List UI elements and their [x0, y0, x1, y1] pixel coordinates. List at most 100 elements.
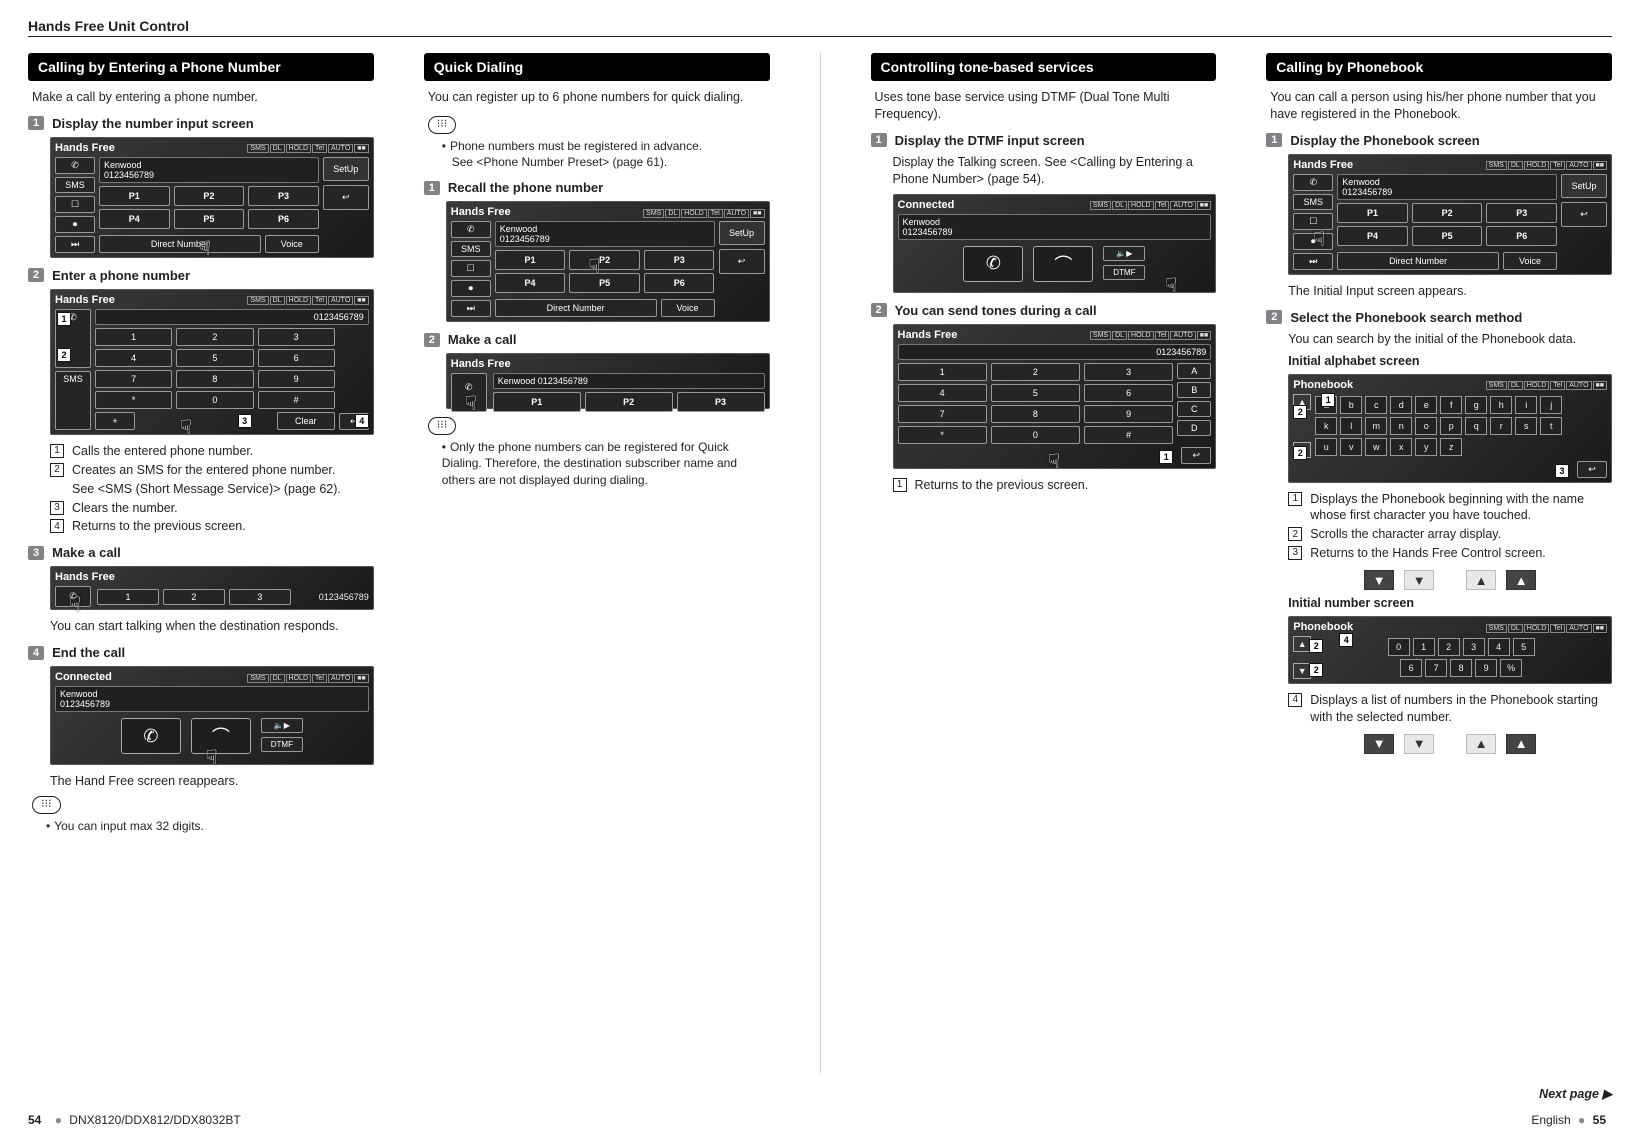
speaker-button[interactable]: 🔈▶ — [261, 718, 303, 733]
dtmf-button[interactable]: DTMF — [261, 737, 303, 752]
key[interactable]: 6 — [1084, 384, 1173, 402]
key[interactable]: * — [898, 426, 987, 444]
alpha-key[interactable]: h — [1490, 396, 1512, 414]
alpha-key[interactable]: y — [1415, 438, 1437, 456]
alpha-key[interactable]: c — [1365, 396, 1387, 414]
side-button[interactable]: ⏭ — [451, 300, 491, 317]
key[interactable]: # — [1084, 426, 1173, 444]
alpha-key[interactable]: q — [1465, 417, 1487, 435]
preset-button[interactable]: P5 — [1412, 226, 1483, 246]
dtmf-button[interactable]: DTMF — [1103, 265, 1145, 280]
key-hash[interactable]: # — [258, 391, 335, 409]
clear-button[interactable]: Clear — [277, 412, 335, 430]
key[interactable]: 3 — [229, 589, 291, 605]
key[interactable]: 5 — [991, 384, 1080, 402]
alpha-key[interactable]: b — [1340, 396, 1362, 414]
alpha-key[interactable]: l — [1340, 417, 1362, 435]
preset-button[interactable]: P4 — [495, 273, 566, 293]
preset-button[interactable]: P6 — [644, 273, 715, 293]
num-key[interactable]: 8 — [1450, 659, 1472, 677]
key[interactable]: 2 — [991, 363, 1080, 381]
preset-p1[interactable]: P1 — [99, 186, 170, 206]
alpha-key[interactable]: w — [1365, 438, 1387, 456]
hangup-button[interactable]: ⌒ — [191, 718, 251, 754]
num-key[interactable]: 2 — [1438, 638, 1460, 656]
voice-button[interactable]: Voice — [1503, 252, 1557, 270]
alpha-key[interactable]: x — [1390, 438, 1412, 456]
preset-button[interactable]: P3 — [677, 392, 765, 412]
key[interactable]: 1 — [97, 589, 159, 605]
preset-button[interactable]: P3 — [644, 250, 715, 270]
num-key[interactable]: 6 — [1400, 659, 1422, 677]
preset-button[interactable]: P2 — [1412, 203, 1483, 223]
alpha-key[interactable]: j — [1540, 396, 1562, 414]
preset-p6[interactable]: P6 — [248, 209, 319, 229]
key-9[interactable]: 9 — [258, 370, 335, 388]
alpha-key[interactable]: k — [1315, 417, 1337, 435]
key-8[interactable]: 8 — [176, 370, 253, 388]
direct-number-button[interactable]: Direct Number — [99, 235, 261, 253]
key-star[interactable]: * — [95, 391, 172, 409]
alpha-key[interactable]: n — [1390, 417, 1412, 435]
key-2[interactable]: 2 — [176, 328, 253, 346]
direct-number-button[interactable]: Direct Number — [1337, 252, 1499, 270]
voice-button[interactable]: Voice — [661, 299, 715, 317]
side-button[interactable]: ☐ — [451, 260, 491, 277]
side-button[interactable]: ✆ — [451, 221, 491, 238]
dtmf-c[interactable]: C — [1177, 401, 1211, 417]
return-button[interactable]: ↩ — [1181, 447, 1211, 464]
alpha-key[interactable]: g — [1465, 396, 1487, 414]
key[interactable]: 9 — [1084, 405, 1173, 423]
side-sms-button[interactable]: SMS — [55, 371, 91, 430]
hangup-button[interactable]: ⌒ — [1033, 246, 1093, 282]
num-key[interactable]: 0 — [1388, 638, 1410, 656]
key-3[interactable]: 3 — [258, 328, 335, 346]
dtmf-d[interactable]: D — [1177, 420, 1211, 436]
return-button[interactable]: ↩ — [1577, 461, 1607, 478]
key[interactable]: 3 — [1084, 363, 1173, 381]
return-button[interactable]: ↩ — [719, 249, 765, 274]
preset-button[interactable]: P2 — [585, 392, 673, 412]
preset-button[interactable]: P3 — [1486, 203, 1557, 223]
side-button[interactable]: ⏭ — [1293, 253, 1333, 270]
num-key[interactable]: 5 — [1513, 638, 1535, 656]
preset-button[interactable]: P5 — [569, 273, 640, 293]
alpha-key[interactable]: t — [1540, 417, 1562, 435]
side-button[interactable]: ✆ — [1293, 174, 1333, 191]
key[interactable]: 2 — [163, 589, 225, 605]
speaker-button[interactable]: 🔈▶ — [1103, 246, 1145, 261]
alpha-key[interactable]: r — [1490, 417, 1512, 435]
preset-button[interactable]: P1 — [493, 392, 581, 412]
preset-button[interactable]: P6 — [1486, 226, 1557, 246]
alpha-key[interactable]: u — [1315, 438, 1337, 456]
num-key[interactable]: 1 — [1413, 638, 1435, 656]
preset-button[interactable]: P2 — [569, 250, 640, 270]
side-rec-icon[interactable]: ⏺ — [55, 216, 95, 233]
setup-button[interactable]: SetUp — [1561, 174, 1607, 198]
key-0[interactable]: 0 — [176, 391, 253, 409]
key[interactable]: 8 — [991, 405, 1080, 423]
pickup-button[interactable]: ✆ — [121, 718, 181, 754]
side-button[interactable]: SMS — [1293, 194, 1333, 210]
num-key[interactable]: 9 — [1475, 659, 1497, 677]
alpha-key[interactable]: p — [1440, 417, 1462, 435]
key-7[interactable]: 7 — [95, 370, 172, 388]
setup-button[interactable]: SetUp — [719, 221, 765, 245]
setup-button[interactable]: SetUp — [323, 157, 369, 181]
preset-p5[interactable]: P5 — [174, 209, 245, 229]
key-1[interactable]: 1 — [95, 328, 172, 346]
pickup-button[interactable]: ✆ — [963, 246, 1023, 282]
preset-p3[interactable]: P3 — [248, 186, 319, 206]
direct-number-button[interactable]: Direct Number — [495, 299, 657, 317]
preset-button[interactable]: P1 — [1337, 203, 1408, 223]
key[interactable]: 7 — [898, 405, 987, 423]
return-button[interactable]: ↩ — [1561, 202, 1607, 227]
alpha-key[interactable]: i — [1515, 396, 1537, 414]
alpha-key[interactable]: s — [1515, 417, 1537, 435]
voice-button[interactable]: Voice — [265, 235, 319, 253]
num-key[interactable]: % — [1500, 659, 1522, 677]
alpha-key[interactable]: m — [1365, 417, 1387, 435]
num-key[interactable]: 4 — [1488, 638, 1510, 656]
dtmf-b[interactable]: B — [1177, 382, 1211, 398]
key-6[interactable]: 6 — [258, 349, 335, 367]
